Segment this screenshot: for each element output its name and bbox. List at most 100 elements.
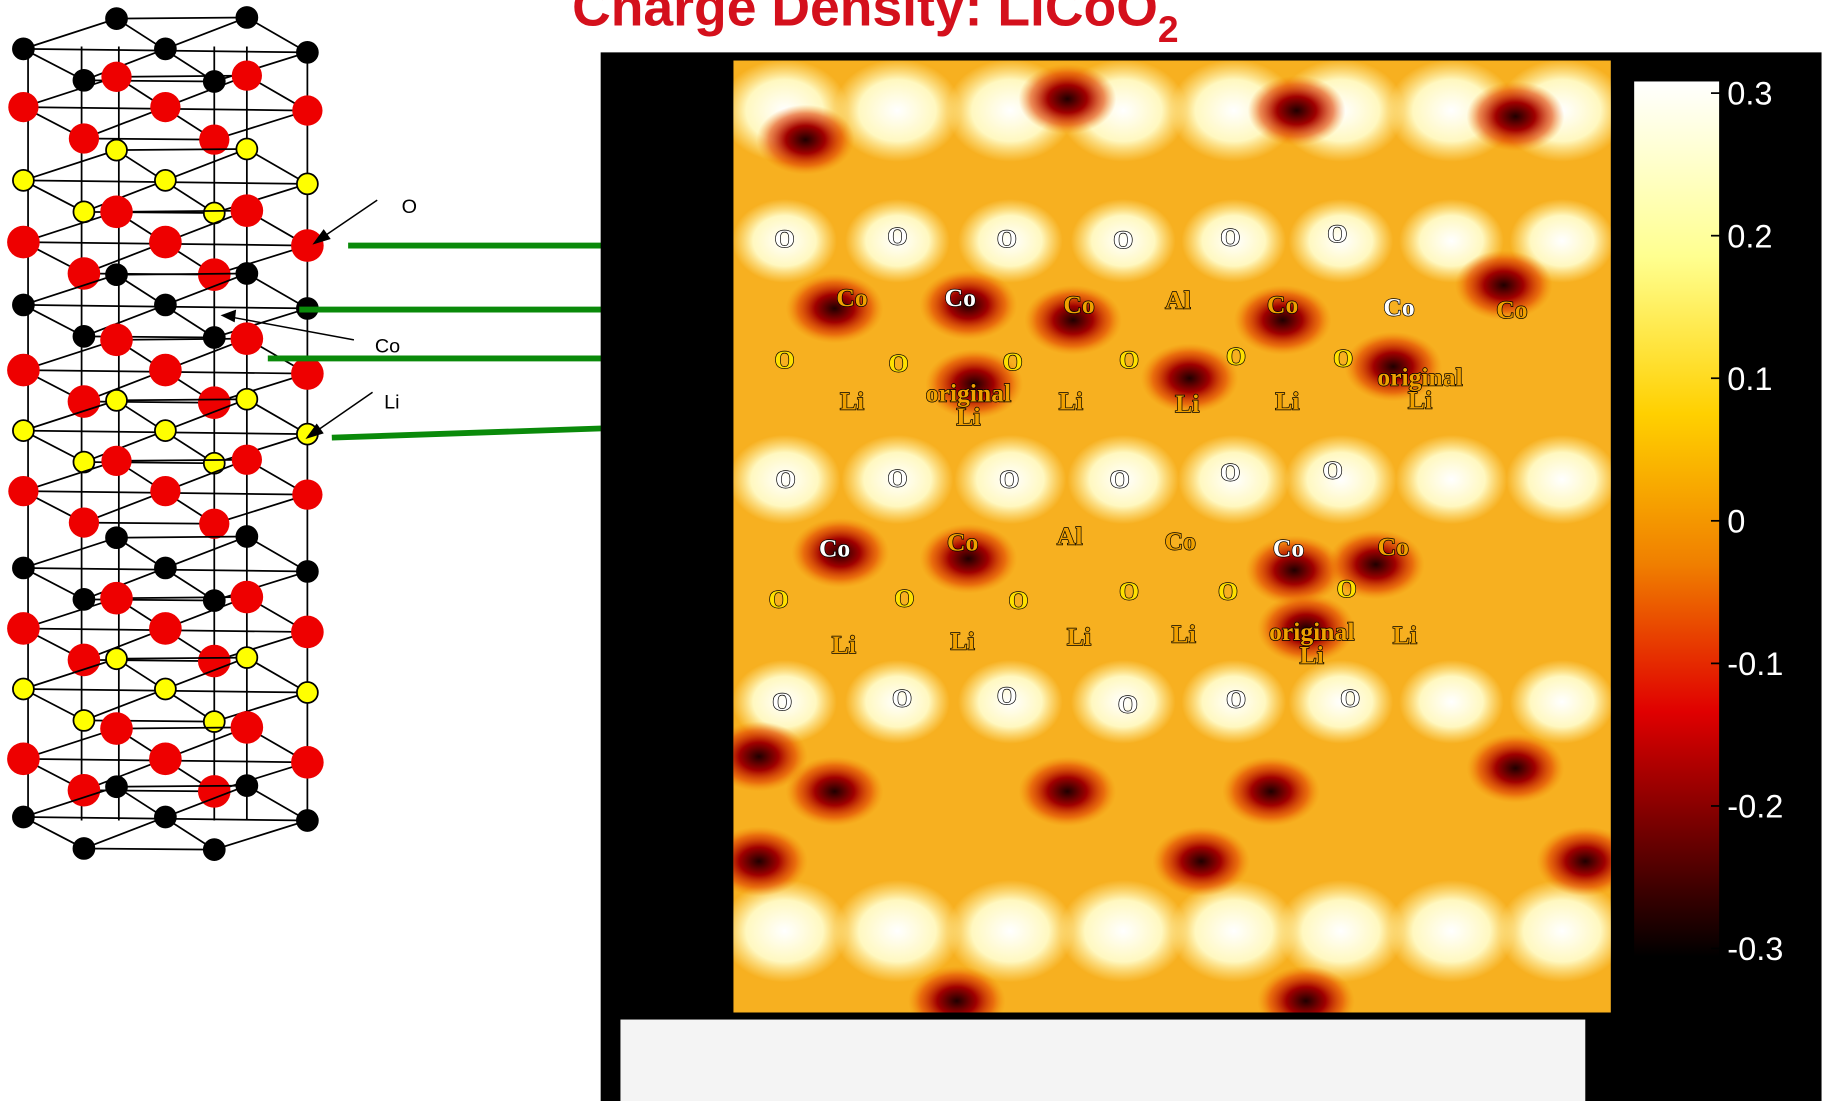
atom-label: Co <box>1165 526 1196 555</box>
atom <box>8 92 38 122</box>
atom-label: O <box>1009 586 1029 615</box>
atom <box>100 324 133 357</box>
atom <box>155 679 176 700</box>
atom-label: O <box>772 687 792 716</box>
atom-label: O <box>769 585 789 614</box>
atom-label: O <box>1226 685 1246 714</box>
atom <box>73 838 94 859</box>
atom <box>231 322 264 355</box>
atom-label: O <box>892 684 912 713</box>
atom-label: Co <box>1063 290 1094 319</box>
dark-spot <box>1222 757 1320 827</box>
atom-label: O <box>1220 458 1240 487</box>
atom-label: Al <box>1057 522 1083 551</box>
atom <box>232 61 262 91</box>
atom <box>199 509 229 539</box>
atom <box>68 385 101 418</box>
atom <box>204 711 225 732</box>
atom-label: Li <box>1408 386 1432 415</box>
title: Charge Density: LiCoO2 <box>572 0 1179 50</box>
atom-label: O <box>1220 223 1240 252</box>
bright-spot <box>833 880 961 982</box>
atom <box>155 420 176 441</box>
atom-label: O <box>1003 347 1023 376</box>
atom <box>106 776 127 797</box>
atom <box>149 354 182 387</box>
atom <box>149 612 182 645</box>
atom-label: O <box>1119 345 1139 374</box>
atom <box>13 807 34 828</box>
atom <box>13 38 34 59</box>
atom <box>13 170 34 191</box>
atom-label: O <box>889 348 909 377</box>
atom-label: Li <box>1059 387 1083 416</box>
atom <box>155 807 176 828</box>
atom <box>149 226 182 259</box>
atom-label: Co <box>836 283 867 312</box>
colorbar-tick-label: -0.3 <box>1727 931 1783 967</box>
title-text: Charge Density: LiCoO <box>572 0 1158 38</box>
dark-spot <box>1467 733 1565 803</box>
atom-label: O <box>1110 465 1130 494</box>
atom <box>292 480 322 510</box>
atom <box>231 581 264 614</box>
atom <box>236 775 257 796</box>
atom <box>150 476 180 506</box>
atom-label: Li <box>1393 621 1417 650</box>
atom-label: Co <box>1273 533 1304 562</box>
atom <box>204 839 225 860</box>
atom <box>198 645 231 678</box>
colorbar <box>1634 81 1719 956</box>
atom <box>292 95 322 125</box>
colorbar-tick-label: 0.2 <box>1727 218 1772 254</box>
atom <box>199 125 229 155</box>
atom <box>291 616 324 649</box>
atom-label: O <box>1226 341 1246 370</box>
atom <box>231 194 264 227</box>
dark-spot <box>1467 81 1565 151</box>
label-o: O <box>402 196 417 218</box>
atom-label: O <box>1113 225 1133 254</box>
atom <box>291 229 324 262</box>
atom <box>155 38 176 59</box>
atom <box>231 711 264 744</box>
atom-label: Co <box>1378 532 1409 561</box>
atom <box>204 590 225 611</box>
bright-spot <box>1396 435 1508 524</box>
arrow <box>319 200 377 240</box>
bright-spot <box>1387 880 1515 982</box>
dark-spot <box>1152 826 1250 896</box>
atom-label: Li <box>840 387 864 416</box>
bright-spot <box>1059 880 1187 982</box>
atom-label: O <box>999 465 1019 494</box>
atom-label: Li <box>832 630 856 659</box>
atom-label: O <box>1218 576 1238 605</box>
atom-label: O <box>887 221 907 250</box>
atom <box>236 647 257 668</box>
dark-spot <box>1018 64 1116 134</box>
slide: Charge Density: LiCoO2 O Co Li O O O O O O Co C… <box>0 0 1824 1101</box>
atom-label: O <box>887 464 907 493</box>
atom-label: Li <box>1275 387 1299 416</box>
atom <box>73 710 94 731</box>
atom-label: Li <box>1172 619 1196 648</box>
atom-label: O <box>1323 455 1343 484</box>
atom <box>13 420 34 441</box>
atom-label: Co <box>1496 295 1527 324</box>
atom <box>198 386 231 419</box>
colorbar-tick-label: 0.1 <box>1727 361 1772 397</box>
atom-label: O <box>1327 219 1347 248</box>
atom <box>7 226 40 259</box>
dark-spot <box>786 274 884 344</box>
atom <box>155 170 176 191</box>
atom-label: Li <box>1175 389 1199 418</box>
colorbar-tick-label: -0.2 <box>1727 789 1783 825</box>
atom <box>7 354 40 387</box>
bright-spot <box>1510 660 1615 744</box>
atom-label: Li <box>1300 640 1324 669</box>
crystal-structure <box>7 7 324 860</box>
atom <box>236 526 257 547</box>
atom <box>236 389 257 410</box>
atom-label: Co <box>1267 290 1298 319</box>
atom <box>297 810 318 831</box>
